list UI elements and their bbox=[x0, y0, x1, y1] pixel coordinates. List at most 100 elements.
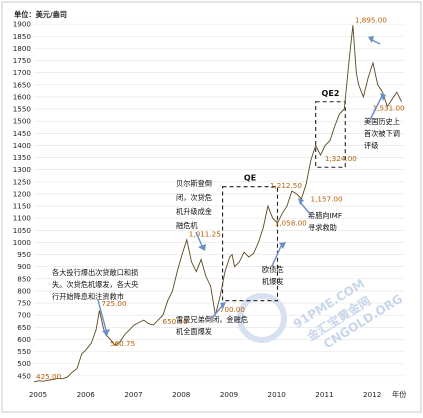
ann-bear-line-1: 贝尔斯登倒 bbox=[176, 179, 212, 188]
value-label: 1,058.00 bbox=[275, 218, 307, 227]
y-tick-label: 1800 bbox=[13, 44, 32, 53]
y-tick-label: 850 bbox=[17, 274, 31, 283]
ann-us-line-3: 评级 bbox=[364, 141, 378, 150]
x-tick-label: 2008 bbox=[172, 390, 191, 399]
value-label: 1,011.25 bbox=[189, 230, 221, 239]
y-tick-label: 1000 bbox=[13, 238, 32, 247]
arrow-lehman bbox=[211, 305, 223, 319]
arrow-peak-head-icon bbox=[368, 36, 374, 43]
ann-euro-crisis: 欧债危 机爆发 bbox=[262, 265, 286, 286]
arrow-euro-head-icon bbox=[279, 242, 286, 249]
y-tick-label: 1900 bbox=[13, 20, 32, 29]
ann-bear-line-3: 机升级成金 bbox=[176, 207, 212, 216]
ann-greece-line-1: 希腊向IMF bbox=[308, 211, 342, 220]
qe-region-box bbox=[315, 101, 346, 168]
ann-lehman: 雷曼兄弟倒闭，金融危 机全面爆发 bbox=[176, 315, 250, 336]
y-tick-label: 450 bbox=[17, 371, 31, 380]
watermark-logo-icon bbox=[237, 293, 287, 343]
value-label: 1,157.00 bbox=[311, 194, 343, 203]
arrow-greece bbox=[299, 201, 311, 215]
ann-lehman-line-2: 机全面爆发 bbox=[176, 327, 212, 336]
y-tick-label: 800 bbox=[17, 286, 31, 295]
y-tick-label: 1650 bbox=[13, 80, 32, 89]
ann-bear-stearns: 贝尔斯登倒 闭，次贷危 机升级成金 融危机 bbox=[176, 179, 214, 230]
y-tick-label: 1850 bbox=[13, 32, 32, 41]
arrow-lehman-head-icon bbox=[220, 302, 226, 309]
value-label: 1,895.00 bbox=[355, 15, 387, 24]
ann-greece-line-2: 寻求救助 bbox=[308, 223, 337, 232]
grid-layer bbox=[34, 23, 404, 377]
value-label: 560.75 bbox=[110, 339, 135, 348]
y-tick-label: 600 bbox=[17, 335, 31, 344]
qe-region-box bbox=[222, 186, 279, 302]
y-tick-label: 1400 bbox=[13, 141, 32, 150]
arrow-bear-head-icon bbox=[198, 244, 206, 251]
y-tick-label: 950 bbox=[17, 250, 31, 259]
ann-2006-line-3: 行开始降息和注资救市 bbox=[52, 292, 124, 301]
ann-2006-line-1: 各大投行爆出次贷敞口和损 bbox=[52, 268, 138, 277]
y-tick-label: 1200 bbox=[13, 189, 32, 198]
arrow-us bbox=[369, 95, 383, 121]
y-tick-label: 1500 bbox=[13, 117, 32, 126]
y-tick-label: 1700 bbox=[13, 68, 32, 77]
ann-us-line-1: 美国历史上 bbox=[364, 117, 400, 126]
y-tick-label: 1100 bbox=[13, 214, 32, 223]
watermark: 91PME.COM 金汇宝黄金网 CNGOLD.ORG bbox=[237, 276, 405, 351]
value-label: 1,212.50 bbox=[270, 181, 302, 190]
ann-2006-line-2: 失。次贷危机爆发，各大央 bbox=[52, 280, 138, 289]
ann-bear-line-4: 融危机 bbox=[176, 221, 198, 230]
ann-us-line-2: 首次被下调 bbox=[364, 129, 400, 138]
gold-price-line bbox=[33, 25, 403, 383]
x-tick-label: 2009 bbox=[220, 390, 239, 399]
value-label: 650.50 bbox=[163, 317, 189, 326]
x-tick-label: 2007 bbox=[124, 390, 142, 399]
ann-us-downgrade: 美国历史上 首次被下调 评级 bbox=[364, 117, 402, 150]
arrow-2006-head-icon bbox=[102, 329, 110, 336]
value-label: 725.00 bbox=[101, 299, 127, 308]
y-tick-label: 700 bbox=[17, 311, 31, 320]
arrow-us-head-icon bbox=[380, 93, 386, 101]
y-tick-label: 750 bbox=[17, 299, 31, 308]
arrow-euro bbox=[271, 243, 283, 267]
arrow-peak bbox=[371, 39, 381, 45]
y-tick-label: 1600 bbox=[13, 92, 32, 101]
y-tick-label: 1250 bbox=[13, 177, 32, 186]
axes: 单位：美元/盎司 年份 450 500 550 600 650 700 750 800 850 9… bbox=[13, 10, 407, 399]
qe-region-label: QE bbox=[244, 174, 256, 183]
value-label: 1,324.00 bbox=[325, 154, 357, 163]
ann-lehman-line-1: 雷曼兄弟倒闭，金融危 bbox=[176, 315, 248, 324]
y-tick-label: 650 bbox=[17, 323, 31, 332]
arrow-2006 bbox=[97, 299, 107, 331]
y-tick-label: 900 bbox=[17, 262, 31, 271]
x-tick-label: 2010 bbox=[268, 390, 287, 399]
x-axis-label: 年份 bbox=[392, 390, 406, 399]
arrow-greece-head-icon bbox=[298, 198, 304, 205]
y-tick-label: 1050 bbox=[13, 226, 32, 235]
qe-regions: QE QE2 bbox=[222, 89, 346, 302]
y-tick-label: 1550 bbox=[13, 105, 32, 114]
event-annotations: 各大投行爆出次贷敞口和损 失。次贷危机爆发，各大央 行开始降息和注资救市 贝尔斯… bbox=[52, 117, 402, 336]
value-label: 1,531.00 bbox=[373, 104, 405, 113]
y-tick-label: 1350 bbox=[13, 153, 32, 162]
x-tick-label: 2005 bbox=[29, 390, 47, 399]
y-tick-label: 550 bbox=[17, 347, 31, 356]
ann-euro-line-2: 机爆发 bbox=[262, 277, 284, 286]
arrow-bear bbox=[195, 231, 203, 247]
x-tick-label: 2006 bbox=[77, 390, 96, 399]
y-tick-label: 1150 bbox=[13, 202, 32, 211]
ann-2006: 各大投行爆出次贷敞口和损 失。次贷危机爆发，各大央 行开始降息和注资救市 bbox=[52, 268, 141, 301]
ann-euro-line-1: 欧债危 bbox=[262, 265, 284, 274]
y-tick-label: 1300 bbox=[13, 165, 32, 174]
x-tick-label: 2012 bbox=[363, 390, 381, 399]
ann-bear-line-2: 闭，次贷危 bbox=[176, 193, 212, 202]
annotation-arrows bbox=[97, 36, 386, 336]
y-tick-label: 1750 bbox=[13, 56, 32, 65]
y-tick-label: 500 bbox=[17, 359, 31, 368]
value-labels: 425.00 725.00 560.75 650.50 1,011.25 700.00 1,… bbox=[36, 15, 405, 381]
y-tick-label: 1450 bbox=[13, 129, 32, 138]
x-tick-label: 2011 bbox=[315, 390, 333, 399]
value-label: 425.00 bbox=[36, 372, 62, 381]
